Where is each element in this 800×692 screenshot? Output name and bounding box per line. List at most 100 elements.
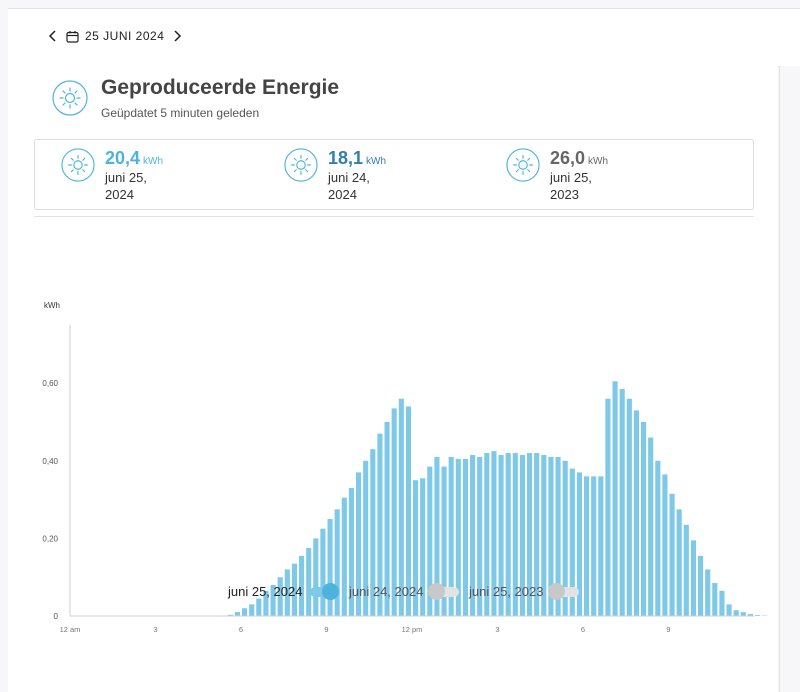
chevron-left-icon xyxy=(48,30,56,42)
bar[interactable] xyxy=(598,476,604,616)
bar[interactable] xyxy=(527,453,533,616)
stat-date: juni 25, xyxy=(105,170,147,185)
bar[interactable] xyxy=(605,398,611,616)
right-scroll-area xyxy=(779,66,800,692)
bar[interactable] xyxy=(313,538,319,616)
bar[interactable] xyxy=(320,528,326,616)
bar[interactable] xyxy=(462,458,468,616)
current-date[interactable]: 25 JUNI 2024 xyxy=(85,29,165,43)
stat-date: juni 25, xyxy=(550,170,592,185)
bar[interactable] xyxy=(562,460,568,616)
x-tick-label: 12 am xyxy=(60,625,81,634)
legend-label: juni 25, 2024 xyxy=(228,584,303,599)
bar[interactable] xyxy=(306,548,312,616)
legend-item-2023-06-25[interactable]: juni 25, 2023 xyxy=(469,582,580,600)
bar[interactable] xyxy=(420,478,426,616)
bar[interactable] xyxy=(249,604,255,616)
bar[interactable] xyxy=(348,487,354,616)
bar[interactable] xyxy=(434,456,440,616)
bar[interactable] xyxy=(655,460,661,616)
bar[interactable] xyxy=(576,472,582,616)
stat-year: 2024 xyxy=(328,187,357,202)
calendar-icon[interactable] xyxy=(66,30,79,43)
bar[interactable] xyxy=(398,398,404,616)
bar[interactable] xyxy=(327,519,333,616)
x-tick-label: 6 xyxy=(239,625,243,634)
bar[interactable] xyxy=(356,472,362,616)
bar[interactable] xyxy=(747,614,753,616)
prev-day-button[interactable] xyxy=(48,29,58,43)
stats-summary: 20,4 kWh juni 25, 2024 18,1 kWh juni 24, 2… xyxy=(34,139,754,210)
bar[interactable] xyxy=(719,590,725,616)
bar[interactable] xyxy=(405,406,411,616)
bar[interactable] xyxy=(505,453,511,616)
bar[interactable] xyxy=(633,410,639,616)
bar[interactable] xyxy=(548,456,554,616)
bar[interactable] xyxy=(370,449,376,616)
bar[interactable] xyxy=(534,453,540,616)
bar[interactable] xyxy=(234,612,240,616)
bar[interactable] xyxy=(413,480,419,616)
bar[interactable] xyxy=(712,583,718,616)
bar[interactable] xyxy=(569,468,575,616)
bar[interactable] xyxy=(242,608,248,616)
bar[interactable] xyxy=(690,540,696,616)
bar[interactable] xyxy=(733,610,739,616)
bar[interactable] xyxy=(291,563,297,616)
x-tick-label: 6 xyxy=(581,625,585,634)
bar[interactable] xyxy=(491,451,497,616)
bar[interactable] xyxy=(299,555,305,616)
bar[interactable] xyxy=(669,493,675,616)
bar[interactable] xyxy=(427,466,433,616)
series-toggle[interactable] xyxy=(310,582,340,600)
bar[interactable] xyxy=(676,509,682,616)
bar[interactable] xyxy=(740,612,746,616)
stat-value: 26,0 xyxy=(550,148,586,168)
bar[interactable] xyxy=(519,454,525,616)
bar[interactable] xyxy=(363,460,369,616)
bar[interactable] xyxy=(227,614,233,616)
bar[interactable] xyxy=(277,577,283,616)
bar[interactable] xyxy=(555,456,561,616)
bar[interactable] xyxy=(470,454,476,616)
bar[interactable] xyxy=(591,476,597,616)
bar[interactable] xyxy=(619,389,625,616)
bar[interactable] xyxy=(455,458,461,616)
bar[interactable] xyxy=(584,476,590,616)
bar[interactable] xyxy=(270,584,276,616)
stat-value: 20,4 xyxy=(105,148,141,168)
bar[interactable] xyxy=(263,590,269,616)
sun-icon xyxy=(284,148,318,203)
bar[interactable] xyxy=(626,398,632,616)
bar[interactable] xyxy=(541,454,547,616)
bar[interactable] xyxy=(498,454,504,616)
bar[interactable] xyxy=(334,509,340,616)
next-day-button[interactable] xyxy=(172,29,182,43)
series-toggle[interactable] xyxy=(428,582,460,600)
y-tick-label: 0,40 xyxy=(42,457,58,466)
bar[interactable] xyxy=(726,604,732,616)
bar[interactable] xyxy=(477,456,483,616)
legend-item-2024-06-25[interactable]: juni 25, 2024 xyxy=(228,582,340,600)
bar[interactable] xyxy=(441,466,447,616)
bar[interactable] xyxy=(377,433,383,616)
bar[interactable] xyxy=(256,598,262,616)
series-toggle[interactable] xyxy=(548,582,580,600)
bar[interactable] xyxy=(662,474,668,616)
bar[interactable] xyxy=(705,569,711,616)
bar[interactable] xyxy=(448,456,454,616)
bar[interactable] xyxy=(391,408,397,616)
legend-item-2024-06-24[interactable]: juni 24, 2024 xyxy=(349,582,460,600)
bar[interactable] xyxy=(648,437,654,616)
bar[interactable] xyxy=(698,555,704,616)
bar[interactable] xyxy=(341,497,347,616)
bar[interactable] xyxy=(512,453,518,616)
bar[interactable] xyxy=(612,381,618,616)
bar[interactable] xyxy=(683,524,689,616)
bar[interactable] xyxy=(641,422,647,616)
bar[interactable] xyxy=(384,422,390,616)
bar[interactable] xyxy=(755,615,761,616)
bar[interactable] xyxy=(484,453,490,616)
stat-year: 2024 xyxy=(105,187,134,202)
bar[interactable] xyxy=(284,569,290,616)
